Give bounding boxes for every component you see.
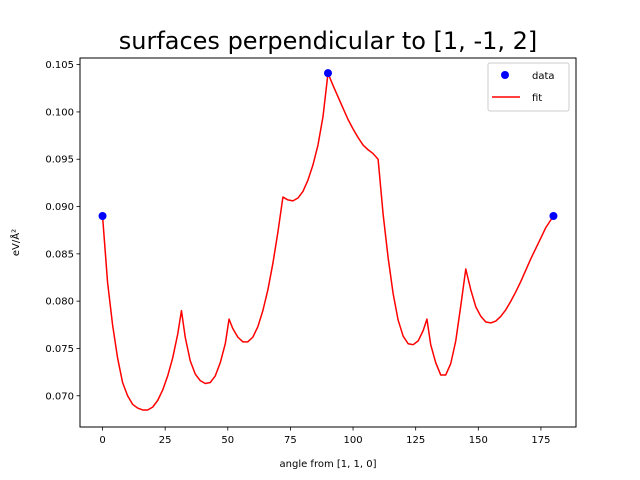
x-tick-label: 25 [159, 435, 172, 446]
x-tick-label: 100 [344, 435, 363, 446]
y-tick-label: 0.070 [45, 391, 74, 402]
legend-label-fit: fit [532, 93, 542, 104]
y-tick-label: 0.090 [45, 202, 74, 213]
x-tick-label: 0 [99, 435, 105, 446]
y-tick-label: 0.075 [45, 344, 74, 355]
y-tick-label: 0.080 [45, 297, 74, 308]
plot-frame [79, 57, 577, 428]
y-tick-label: 0.085 [45, 249, 74, 260]
plot-area [98, 69, 558, 411]
x-tick-label: 150 [469, 435, 488, 446]
axes: 0 25 50 75 100 125 150 175 0.070 0.075 0.080 0.085 0… [45, 60, 550, 446]
y-tick-label: 0.100 [45, 107, 74, 118]
data-point [324, 69, 332, 78]
legend-label-data: data [532, 71, 555, 82]
legend: data fit [487, 62, 570, 112]
fit-line [101, 72, 555, 411]
y-axis-title: eV/Å² [9, 229, 22, 256]
x-tick-label: 125 [406, 435, 425, 446]
x-axis-title: angle from [1, 1, 0] [280, 459, 377, 470]
y-tick-label: 0.105 [45, 60, 74, 71]
y-tick-label: 0.095 [45, 155, 74, 166]
chart-title: surfaces perpendicular to [1, -1, 2] [119, 27, 538, 55]
data-point [549, 212, 558, 221]
legend-box [487, 62, 570, 112]
x-tick-label: 75 [284, 435, 297, 446]
data-point [98, 212, 107, 221]
x-tick-label: 50 [221, 435, 234, 446]
legend-marker-data [501, 71, 509, 79]
x-tick-label: 175 [531, 435, 550, 446]
